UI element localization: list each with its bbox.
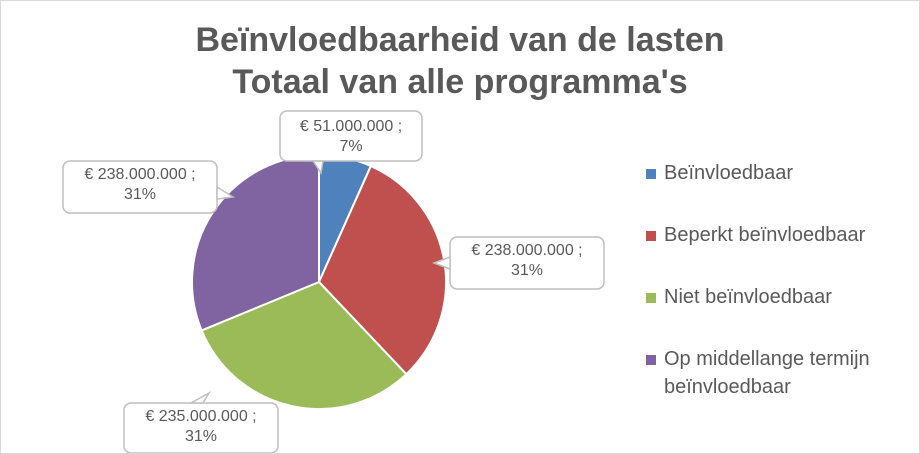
data-label-niet-beinvloedbaar: € 235.000.000 ; 31% xyxy=(124,407,278,447)
legend-label: Op middellange termijn beïnvloedbaar xyxy=(664,348,870,398)
legend-item-beinvloedbaar: Beïnvloedbaar xyxy=(646,159,916,187)
data-label-value: € 235.000.000 ; xyxy=(145,408,257,425)
callout-box-beperkt-beinvloedbaar-pointer xyxy=(431,255,451,271)
legend-swatch xyxy=(646,231,656,241)
legend: Beïnvloedbaar Beperkt beïnvloedbaar Niet… xyxy=(646,159,916,401)
legend-swatch xyxy=(646,293,656,303)
data-label-beperkt-beinvloedbaar: € 238.000.000 ; 31% xyxy=(450,241,604,281)
data-label-value: € 51.000.000 ; xyxy=(299,118,403,135)
data-label-percent: 31% xyxy=(510,262,544,279)
legend-item-beperkt-beinvloedbaar: Beperkt beïnvloedbaar xyxy=(646,221,916,249)
data-label-percent: 7% xyxy=(339,138,363,155)
callout-box-niet-beinvloedbaar-pointer xyxy=(188,390,212,404)
data-label-beinvloedbaar: € 51.000.000 ; 7% xyxy=(280,117,422,157)
legend-label: Beperkt beïnvloedbaar xyxy=(664,224,866,246)
callout-box-beinvloedbaar xyxy=(279,110,423,162)
legend-swatch xyxy=(646,355,656,365)
data-label-value: € 238.000.000 ; xyxy=(84,166,196,183)
legend-swatch xyxy=(646,169,656,179)
chart-title: Beïnvloedbaarheid van de lasten Totaal v… xyxy=(1,19,919,103)
pie-slice-niet-beinvloedbaar xyxy=(200,280,408,410)
legend-item-niet-beinvloedbaar: Niet beïnvloedbaar xyxy=(646,283,916,311)
data-label-op-middellange-termijn: € 238.000.000 ; 31% xyxy=(63,165,217,205)
callout-box-beinvloedbaar-pointer xyxy=(311,160,324,175)
data-label-percent: 31% xyxy=(123,186,157,203)
data-label-percent: 31% xyxy=(184,428,218,445)
data-label-value: € 238.000.000 ; xyxy=(471,242,583,259)
chart-title-line-1: Beïnvloedbaarheid van de lasten xyxy=(195,21,725,59)
legend-item-op-middellange-termijn: Op middellange termijn beïnvloedbaar xyxy=(646,345,916,401)
legend-label: Beïnvloedbaar xyxy=(664,162,793,184)
chart-title-line-2: Totaal van alle programma's xyxy=(232,63,688,101)
callout-box-op-middellange-termijn-pointer xyxy=(216,185,236,200)
legend-label: Niet beïnvloedbaar xyxy=(664,286,832,308)
